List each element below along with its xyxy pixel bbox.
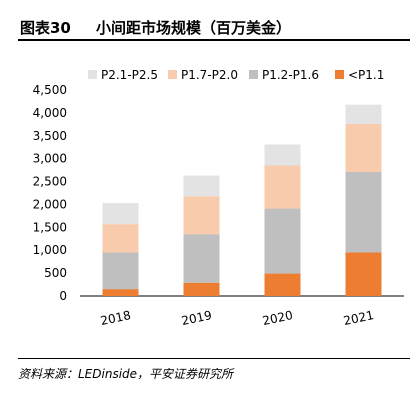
bar-segment-p21p25-2019: [183, 175, 220, 197]
bar-segment-p12p16-2018: [102, 252, 139, 290]
bar-segment-p11-2018: [102, 289, 139, 296]
bar-segment-p21p25-2021: [345, 104, 382, 124]
y-tick-label: 1,000: [33, 243, 67, 257]
y-tick-label: 1,500: [33, 220, 67, 234]
legend-label: P1.2-P1.6: [262, 68, 319, 82]
bar-segment-p17p20-2020: [264, 165, 301, 209]
bar-segment-p12p16-2019: [183, 234, 220, 283]
legend-swatch: [88, 70, 97, 79]
bar-segment-p11-2019: [183, 282, 220, 296]
bar-segment-p11-2021: [345, 252, 382, 296]
bar-segment-p21p25-2020: [264, 144, 301, 166]
x-tick-label: 2019: [180, 308, 213, 328]
y-tick-label: 3,500: [33, 129, 67, 143]
legend-label: P2.1-P2.5: [101, 68, 158, 82]
bar-segment-p17p20-2018: [102, 224, 139, 253]
bar-segment-p11-2020: [264, 273, 301, 296]
x-tick-label: 2020: [261, 308, 294, 328]
bar-segment-p17p20-2019: [183, 196, 220, 235]
y-tick-label: 500: [44, 266, 67, 280]
legend-label: <P1.1: [348, 68, 384, 82]
bar-segment-p12p16-2021: [345, 171, 382, 253]
legend-label: P1.7-P2.0: [181, 68, 238, 82]
x-tick-label: 2018: [99, 308, 132, 328]
y-tick-label: 4,000: [33, 106, 67, 120]
bar-segment-p21p25-2018: [102, 203, 139, 225]
figure-header: 图表30 小间距市场规模（百万美金）: [18, 13, 410, 41]
legend-swatch: [168, 70, 177, 79]
legend-swatch: [249, 70, 258, 79]
figure-title: 小间距市场规模（百万美金）: [96, 19, 292, 37]
source-note: 资料来源：LEDinside，平安证券研究所: [18, 367, 234, 381]
y-tick-label: 2,000: [33, 197, 67, 211]
figure-label: 图表30: [20, 19, 71, 37]
y-tick-label: 4,500: [33, 83, 67, 97]
legend-swatch: [335, 70, 344, 79]
bar-segment-p12p16-2020: [264, 208, 301, 274]
y-tick-label: 3,000: [33, 152, 67, 166]
y-tick-label: 2,500: [33, 175, 67, 189]
bar-segment-p17p20-2021: [345, 123, 382, 172]
y-tick-label: 0: [59, 289, 67, 303]
x-tick-label: 2021: [342, 308, 375, 328]
source-line: 资料来源：LEDinside，平安证券研究所: [18, 358, 410, 382]
stacked-bar-chart: 0 500 1,000 1,500 2,000 2,500 3,000 3,500 4,000 4…: [33, 68, 404, 328]
